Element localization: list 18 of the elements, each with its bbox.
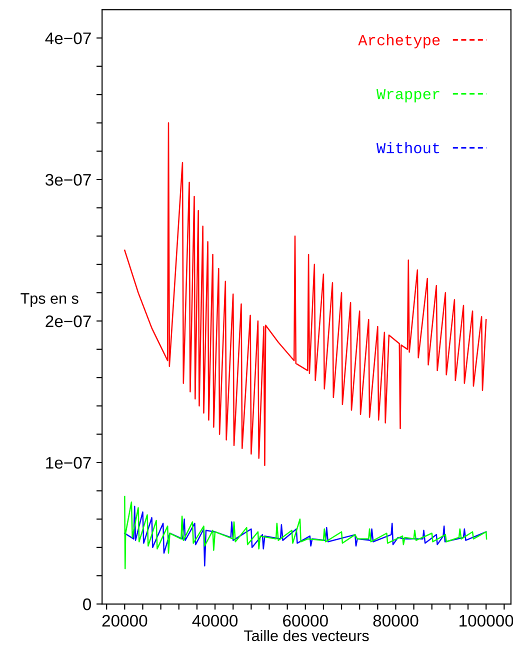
line-series xyxy=(124,122,487,466)
y-tick-label: 3e−07 xyxy=(46,174,91,186)
x-tick-label: 100000 xyxy=(460,614,513,627)
y-axis-title: Tps en s xyxy=(20,293,78,307)
x-tick-label: 60000 xyxy=(283,614,328,627)
line-series xyxy=(124,496,488,570)
legend-label: Archetype xyxy=(358,34,440,48)
x-tick-label: 80000 xyxy=(373,614,418,627)
x-axis-title: Taille des vecteurs xyxy=(244,630,369,642)
y-tick-label: 0 xyxy=(83,598,92,610)
legend-label: Without xyxy=(376,142,440,154)
y-tick-label: 1e−07 xyxy=(46,456,91,469)
legend-label: Wrapper xyxy=(376,89,440,102)
line-series xyxy=(124,506,487,566)
y-tick-label: 2e−07 xyxy=(46,315,91,328)
x-tick-label: 40000 xyxy=(192,614,238,627)
x-tick-label: 20000 xyxy=(102,614,148,627)
y-tick-label: 4e−07 xyxy=(45,32,91,44)
